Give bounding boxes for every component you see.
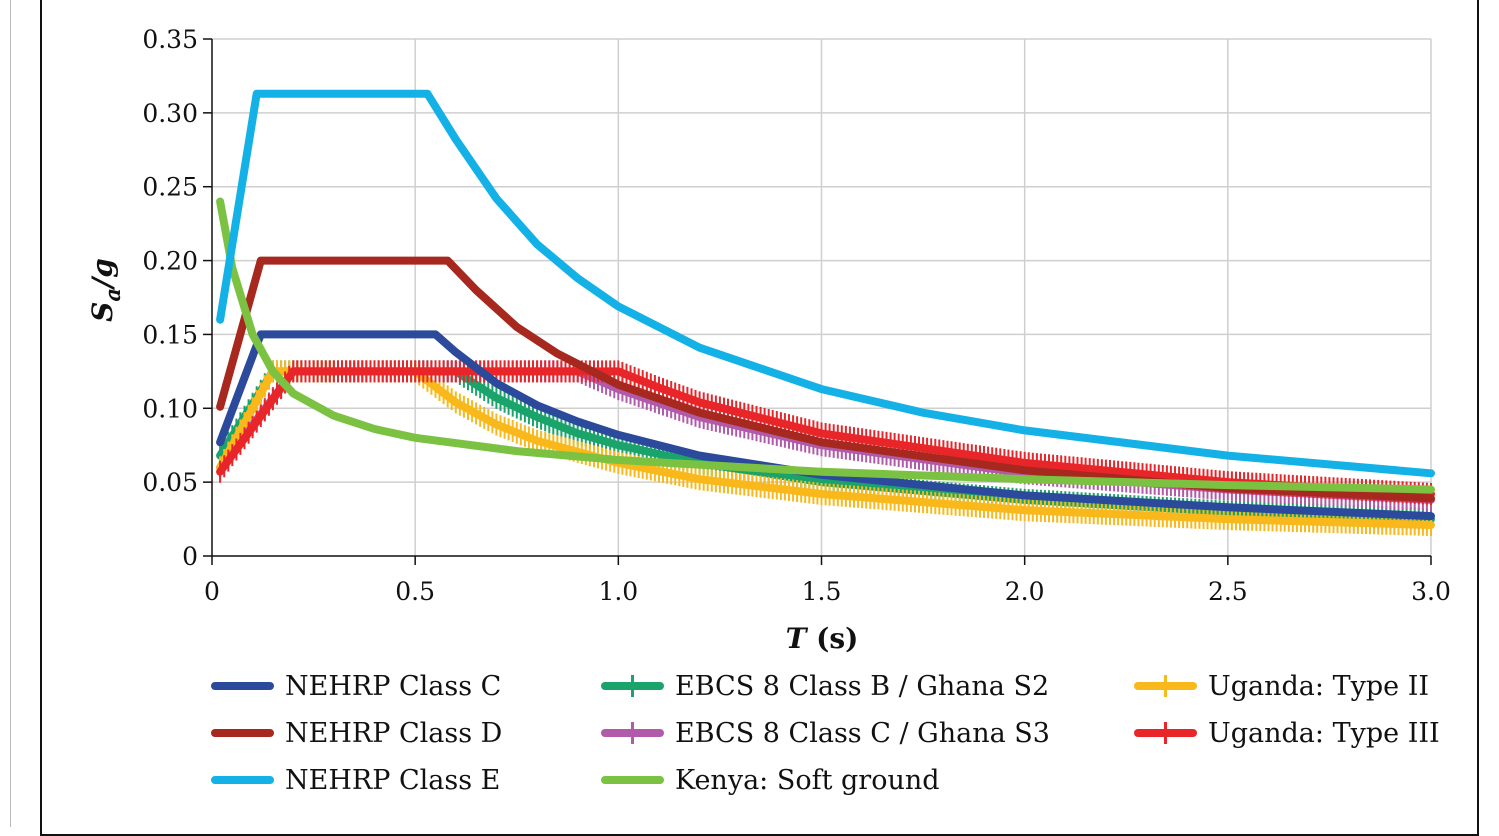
series-1 xyxy=(216,256,1435,503)
legend-item-1: NEHRP Class D xyxy=(211,718,502,749)
x-tick-label-4: 2.0 xyxy=(1005,577,1045,606)
series-line-5 xyxy=(216,197,1435,494)
y-axis-main: S xyxy=(86,302,119,322)
page-margin-rule xyxy=(10,0,11,827)
x-axis-unit: (s) xyxy=(816,622,858,655)
series-line-0 xyxy=(216,330,1435,521)
series-line-2 xyxy=(216,89,1435,478)
x-tick-label-1: 0.5 xyxy=(395,577,435,606)
series-5 xyxy=(216,197,1435,494)
y-tick-label-2: 0.10 xyxy=(142,394,198,423)
y-tick-label-4: 0.20 xyxy=(142,247,198,276)
legend-item-7: Uganda: Type III xyxy=(1134,718,1440,749)
legend-label-2: NEHRP Class E xyxy=(285,765,500,796)
y-axis-rest: /g xyxy=(86,258,119,291)
tick-labels: 0 0.05 0.10 0.15 0.20 0.25 0.30 0.35 0 0.5 1.0 1.5 2… xyxy=(142,25,1451,606)
series-7 xyxy=(216,360,1435,505)
series-2 xyxy=(216,89,1435,478)
axes xyxy=(203,38,1432,565)
y-tick-label-7: 0.35 xyxy=(142,25,198,54)
y-tick-label-5: 0.25 xyxy=(142,173,198,202)
y-tick-label-3: 0.15 xyxy=(142,320,198,349)
y-axis-sub: a xyxy=(100,288,125,302)
legend-item-2: NEHRP Class E xyxy=(211,765,500,796)
x-tick-label-0: 0 xyxy=(204,577,220,606)
y-axis-label: Sa/g xyxy=(86,258,125,322)
legend-label-6: Uganda: Type II xyxy=(1208,671,1429,702)
legend-label-4: EBCS 8 Class C / Ghana S3 xyxy=(675,718,1050,749)
series-0 xyxy=(216,330,1435,521)
legend-label-7: Uganda: Type III xyxy=(1208,718,1440,749)
y-tick-label-1: 0.05 xyxy=(142,468,198,497)
y-tick-label-0: 0 xyxy=(182,542,198,571)
legend-label-5: Kenya: Soft ground xyxy=(675,765,940,796)
legend-label-3: EBCS 8 Class B / Ghana S2 xyxy=(675,671,1049,702)
legend-item-6: Uganda: Type II xyxy=(1134,671,1429,702)
series-lines xyxy=(216,89,1435,536)
legend-label-0: NEHRP Class C xyxy=(285,671,501,702)
legend-item-4: EBCS 8 Class C / Ghana S3 xyxy=(601,718,1050,749)
legend-item-0: NEHRP Class C xyxy=(211,671,501,702)
x-axis-variable: T xyxy=(786,622,809,655)
legend: NEHRP Class C NEHRP Class D NEHRP Class E E… xyxy=(211,671,1440,796)
legend-item-3: EBCS 8 Class B / Ghana S2 xyxy=(601,671,1049,702)
legend-label-1: NEHRP Class D xyxy=(285,718,502,749)
legend-item-5: Kenya: Soft ground xyxy=(601,765,940,796)
x-tick-label-3: 1.5 xyxy=(802,577,842,606)
x-tick-label-5: 2.5 xyxy=(1208,577,1248,606)
x-tick-label-6: 3.0 xyxy=(1411,577,1451,606)
x-axis-label: T (s) xyxy=(786,622,859,655)
y-tick-label-6: 0.30 xyxy=(142,99,198,128)
x-tick-label-2: 1.0 xyxy=(598,577,638,606)
series-line-1 xyxy=(216,256,1435,503)
